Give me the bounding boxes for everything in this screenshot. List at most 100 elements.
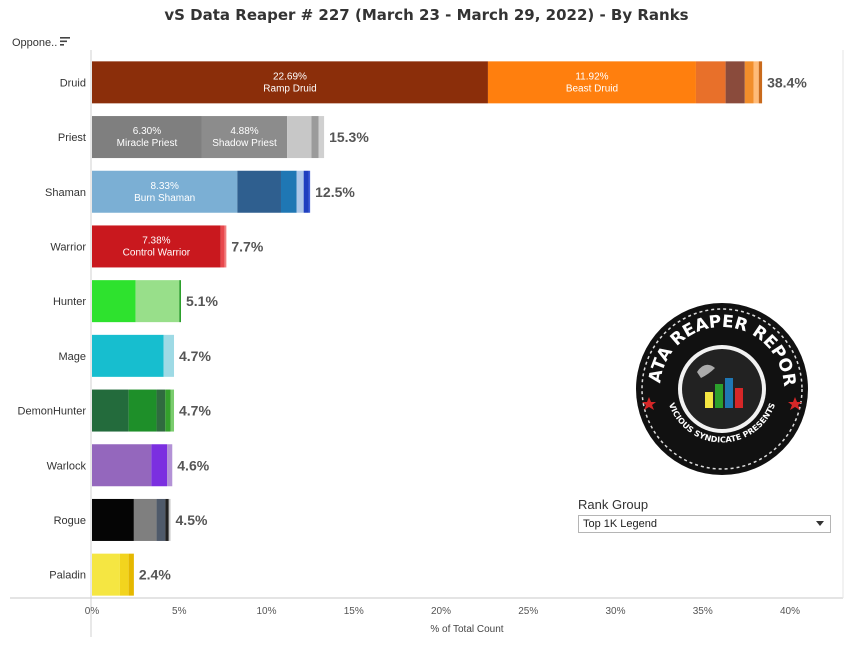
x-axis-label: % of Total Count	[430, 624, 503, 635]
sort-label[interactable]: Oppone..	[12, 37, 58, 49]
bar-segment	[308, 170, 311, 213]
bar-total-label: 7.7%	[231, 238, 263, 254]
bar-segment	[92, 444, 152, 487]
segment-archetype-label: Beast Druid	[566, 83, 618, 94]
rank-group-select[interactable]: Top 1K Legend	[578, 515, 831, 533]
bar-total-label: 38.4%	[767, 74, 807, 90]
segment-archetype-label: Burn Shaman	[134, 193, 195, 204]
bar-segment	[311, 116, 319, 159]
bar-total-label: 15.3%	[329, 129, 369, 145]
sort-icon[interactable]	[59, 35, 71, 47]
x-tick-label: 10%	[256, 606, 276, 617]
bar-segment	[318, 116, 325, 159]
bar-segment	[167, 444, 173, 487]
logo-star-right	[788, 397, 802, 410]
bar-segment	[168, 498, 171, 541]
segment-pct-label: 6.30%	[133, 126, 161, 137]
logo-bar-red	[735, 388, 743, 408]
bar-total-label: 4.5%	[176, 512, 208, 528]
rank-group-selected: Top 1K Legend	[583, 518, 658, 530]
x-tick-label: 40%	[780, 606, 800, 617]
category-label: Rogue	[54, 515, 86, 527]
x-tick-label: 0%	[85, 606, 100, 617]
category-label: Paladin	[49, 570, 86, 582]
bar-segment	[744, 61, 754, 104]
bar-segment	[179, 280, 181, 323]
segment-archetype-label: Control Warrior	[123, 247, 191, 258]
logo-bar-yellow	[705, 392, 713, 408]
x-tick-label: 30%	[605, 606, 625, 617]
bar-segment	[92, 280, 136, 323]
bar-segment	[92, 553, 120, 596]
bar-segment	[296, 170, 304, 213]
chart-title: vS Data Reaper # 227 (March 23 - March 2…	[164, 6, 689, 24]
x-tick-label: 5%	[172, 606, 187, 617]
bar-segment	[128, 553, 134, 596]
bar-segment	[303, 170, 309, 213]
bar-segment	[156, 389, 166, 432]
x-tick-label: 15%	[344, 606, 364, 617]
logo-dashed-ring	[641, 308, 803, 470]
bar-segment	[224, 225, 227, 268]
bar-segment	[287, 116, 312, 159]
bar-segment	[165, 389, 171, 432]
bar-segment	[92, 498, 134, 541]
bar-segment	[156, 498, 166, 541]
bar-segment	[237, 170, 281, 213]
bar-total-label: 2.4%	[139, 567, 171, 583]
chevron-down-icon	[816, 521, 824, 526]
bar-total-label: 4.6%	[177, 457, 209, 473]
bar-segment	[135, 280, 180, 323]
segment-archetype-label: Shadow Priest	[212, 138, 277, 149]
bar-total-label: 4.7%	[179, 403, 211, 419]
bar-segment	[170, 389, 175, 432]
bar-segment	[92, 61, 488, 104]
bar-segment	[92, 334, 164, 377]
bar-total-label: 12.5%	[315, 184, 355, 200]
x-tick-label: 20%	[431, 606, 451, 617]
bar-segment	[92, 170, 238, 213]
segment-pct-label: 8.33%	[150, 181, 178, 192]
bar-segment	[280, 170, 297, 213]
bar-segment	[220, 225, 225, 268]
bar-segment	[725, 61, 745, 104]
x-tick-label: 35%	[693, 606, 713, 617]
bar-segment	[119, 553, 129, 596]
segment-pct-label: 4.88%	[230, 126, 258, 137]
segment-pct-label: 11.92%	[575, 71, 608, 82]
bar-total-label: 5.1%	[186, 293, 218, 309]
category-label: Priest	[58, 132, 86, 144]
bar-segment	[201, 116, 288, 159]
rank-group-title: Rank Group	[578, 497, 649, 512]
data-reaper-logo: DATA REAPER REPORT VICIOUS SYNDICATE PRE…	[635, 302, 808, 475]
category-label: Hunter	[53, 296, 86, 308]
bar-segment	[165, 498, 169, 541]
x-tick-label: 25%	[518, 606, 538, 617]
logo-scythe	[697, 364, 715, 378]
bar-segment	[487, 61, 696, 104]
category-label: Mage	[58, 351, 86, 363]
logo-star-left	[642, 397, 656, 410]
segment-pct-label: 22.69%	[273, 71, 307, 82]
bar-total-label: 4.7%	[179, 348, 211, 364]
bar-segment	[151, 444, 168, 487]
logo-bar-blue	[725, 378, 733, 408]
segment-archetype-label: Ramp Druid	[263, 83, 316, 94]
category-label: Druid	[60, 77, 86, 89]
bar-segment	[163, 334, 175, 377]
category-label: Shaman	[45, 187, 86, 199]
bar-segment	[92, 225, 221, 268]
bar-segment	[92, 116, 202, 159]
bar-segment	[92, 389, 129, 432]
bar-segment	[128, 389, 157, 432]
segment-pct-label: 7.38%	[142, 235, 170, 246]
category-label: DemonHunter	[18, 406, 87, 418]
category-label: Warlock	[47, 460, 87, 472]
bar-segment	[695, 61, 726, 104]
segment-archetype-label: Miracle Priest	[117, 138, 178, 149]
logo-bar-green	[715, 384, 723, 408]
bar-segment	[133, 498, 157, 541]
bar-segment	[753, 61, 759, 104]
bar-segment	[758, 61, 763, 104]
